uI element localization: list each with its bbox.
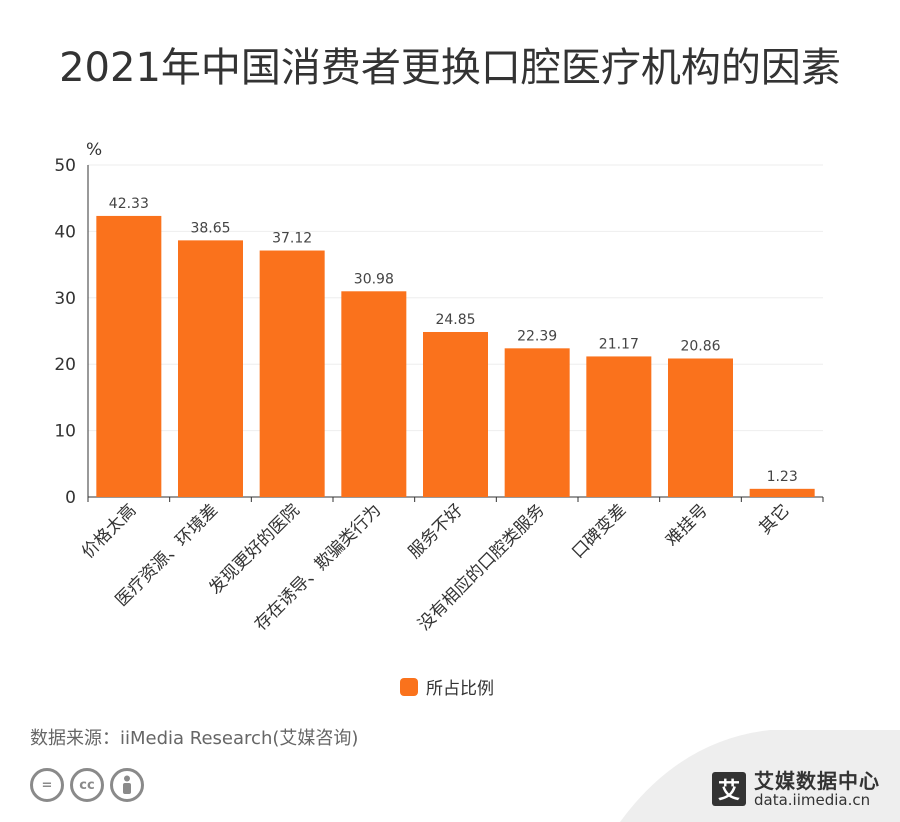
y-tick-label: 10 — [54, 422, 76, 442]
legend-swatch — [400, 677, 418, 696]
category-label: 口碑变差 — [568, 500, 630, 562]
y-tick-label: 40 — [54, 222, 76, 242]
person-icon — [110, 768, 144, 802]
license-icons: = cc — [30, 768, 144, 802]
brand: 艾 艾媒数据中心 data.iimedia.cn — [712, 770, 880, 809]
cc-icon: cc — [70, 768, 104, 802]
y-tick-label: 20 — [54, 355, 76, 375]
chart-title: 2021年中国消费者更换口腔医疗机构的因素 — [59, 45, 841, 91]
brand-url: data.iimedia.cn — [754, 791, 871, 809]
value-label: 21.17 — [599, 336, 639, 352]
bar — [178, 240, 243, 497]
legend: 所占比例 — [400, 674, 494, 699]
brand-name: 艾媒数据中心 — [754, 769, 880, 793]
value-label: 1.23 — [767, 469, 798, 485]
bar — [96, 215, 162, 497]
bar — [423, 331, 488, 497]
brand-logo: 艾 — [712, 772, 746, 807]
value-label: 22.39 — [517, 328, 557, 344]
value-label: 37.12 — [272, 231, 312, 247]
y-tick-label: 30 — [54, 289, 76, 309]
category-label: 服务不好 — [405, 500, 467, 562]
category-label: 其它 — [756, 500, 794, 538]
value-label: 38.65 — [190, 220, 230, 236]
source-note: 数据来源：iiMedia Research(艾媒咨询) — [30, 728, 359, 749]
value-label: 20.86 — [680, 338, 720, 354]
bar — [504, 348, 570, 497]
category-label: 难挂号 — [662, 500, 712, 550]
bar — [586, 356, 652, 497]
category-label: 价格太高 — [78, 500, 140, 562]
equals-icon: = — [30, 768, 64, 802]
legend-label: 所占比例 — [426, 679, 494, 699]
y-axis-unit-label: % — [86, 140, 102, 160]
value-label: 42.33 — [109, 196, 149, 212]
value-label: 24.85 — [435, 312, 475, 328]
bar — [668, 358, 733, 497]
brand-background — [620, 730, 900, 822]
bar — [259, 250, 325, 497]
bar-chart: %0102030405042.33价格太高38.65医疗资源、环境差37.12发… — [54, 140, 824, 635]
bar — [341, 291, 407, 497]
bar — [749, 488, 815, 497]
y-tick-label: 50 — [54, 156, 76, 176]
y-tick-label: 0 — [65, 488, 76, 508]
value-label: 30.98 — [354, 271, 394, 287]
